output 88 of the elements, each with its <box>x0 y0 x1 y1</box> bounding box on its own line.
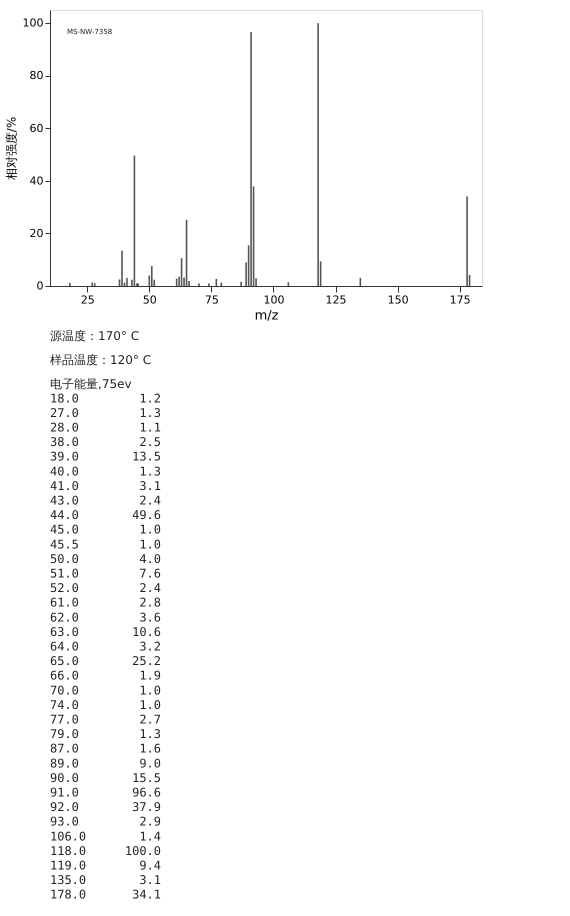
data-label: 37.9 <box>132 800 161 814</box>
y-tick-label: 60 <box>30 122 44 135</box>
category-label: 87.0 <box>50 742 79 756</box>
data-label: 4.0 <box>139 552 161 566</box>
category-label: 70.0 <box>50 683 79 698</box>
data-label: 9.0 <box>139 756 161 770</box>
data-label: 1.3 <box>139 727 161 742</box>
category-label: 61.0 <box>50 596 79 610</box>
data-label: 1.1 <box>139 420 161 434</box>
category-label: 77.0 <box>50 712 79 726</box>
data-label: 1.9 <box>139 668 161 683</box>
data-label: 3.2 <box>139 640 161 654</box>
y-axis-title: 相对强度/% <box>4 116 19 180</box>
data-label: 1.0 <box>139 537 161 552</box>
category-label: 27.0 <box>50 406 79 420</box>
data-label: 1.0 <box>139 522 161 537</box>
x-tick-label: 150 <box>388 294 409 306</box>
data-label: 10.6 <box>132 624 161 639</box>
data-label: 1.0 <box>139 698 161 712</box>
y-tick-label: 20 <box>30 226 44 240</box>
category-label: 91.0 <box>50 786 79 800</box>
y-tick-label: 80 <box>30 69 44 82</box>
x-axis-title: m/z <box>254 308 279 324</box>
data-label: 2.7 <box>139 712 161 726</box>
category-label: 28.0 <box>50 420 79 434</box>
data-label: 2.9 <box>139 814 161 829</box>
category-label: 50.0 <box>50 552 79 566</box>
category-label: 40.0 <box>50 464 79 478</box>
x-tick-label: 50 <box>142 294 157 306</box>
category-label: 63.0 <box>50 624 79 639</box>
data-label: 3.1 <box>139 478 161 493</box>
category-label: 41.0 <box>50 478 79 493</box>
data-label: 34.1 <box>132 888 161 902</box>
data-label: 1.0 <box>139 683 161 698</box>
text: 样品温度：120° C <box>50 353 152 367</box>
data-label: 1.4 <box>139 829 161 844</box>
category-label: 18.0 <box>50 391 79 406</box>
data-label: 3.1 <box>139 873 161 888</box>
data-label: 96.6 <box>132 786 161 800</box>
category-label: 39.0 <box>50 450 79 464</box>
category-label: 74.0 <box>50 698 79 712</box>
category-label: 79.0 <box>50 727 79 742</box>
text: 电子能量,75ev <box>50 377 132 391</box>
category-label: 45.5 <box>50 537 79 552</box>
category-label: 106.0 <box>50 829 86 844</box>
data-label: 9.4 <box>139 858 161 872</box>
category-label: 66.0 <box>50 668 79 683</box>
category-label: 38.0 <box>50 435 79 450</box>
data-label: 25.2 <box>132 654 161 668</box>
category-label: 90.0 <box>50 770 79 785</box>
text: 源温度：170° C <box>50 329 140 343</box>
data-label: 2.4 <box>139 494 161 508</box>
category-label: 44.0 <box>50 508 79 522</box>
x-tick-label: 125 <box>326 294 347 306</box>
data-label: 3.6 <box>139 610 161 624</box>
data-label: 49.6 <box>132 508 161 522</box>
data-label: 2.8 <box>139 596 161 610</box>
category-label: 135.0 <box>50 873 86 888</box>
data-label: 1.2 <box>139 391 161 406</box>
data-label: 2.5 <box>139 435 161 450</box>
x-tick-label: 100 <box>263 294 284 306</box>
data-label: 7.6 <box>139 566 161 580</box>
x-tick-label: 25 <box>80 294 95 306</box>
data-label: 1.3 <box>139 406 161 420</box>
data-label: 13.5 <box>132 450 161 464</box>
data-label: 1.3 <box>139 464 161 478</box>
x-tick-label: 175 <box>450 294 471 306</box>
category-label: 92.0 <box>50 800 79 814</box>
category-label: 178.0 <box>50 888 86 902</box>
category-label: 93.0 <box>50 814 79 829</box>
category-label: 89.0 <box>50 756 79 770</box>
category-label: 118.0 <box>50 844 86 858</box>
x-tick-label: 75 <box>204 294 219 306</box>
data-label: 15.5 <box>132 770 161 785</box>
y-tick-label: 100 <box>22 16 44 30</box>
y-tick-label: 40 <box>30 174 44 188</box>
category-label: 64.0 <box>50 640 79 654</box>
y-tick-label: 0 <box>36 280 44 292</box>
category-label: 62.0 <box>50 610 79 624</box>
category-label: 43.0 <box>50 494 79 508</box>
category-label: 65.0 <box>50 654 79 668</box>
category-label: 45.0 <box>50 522 79 537</box>
category-label: 52.0 <box>50 581 79 596</box>
data-label: 1.6 <box>139 742 161 756</box>
data-label: 2.4 <box>139 581 161 596</box>
data-label: 100.0 <box>124 844 161 858</box>
category-label: 119.0 <box>50 858 86 872</box>
category-label: 51.0 <box>50 566 79 580</box>
